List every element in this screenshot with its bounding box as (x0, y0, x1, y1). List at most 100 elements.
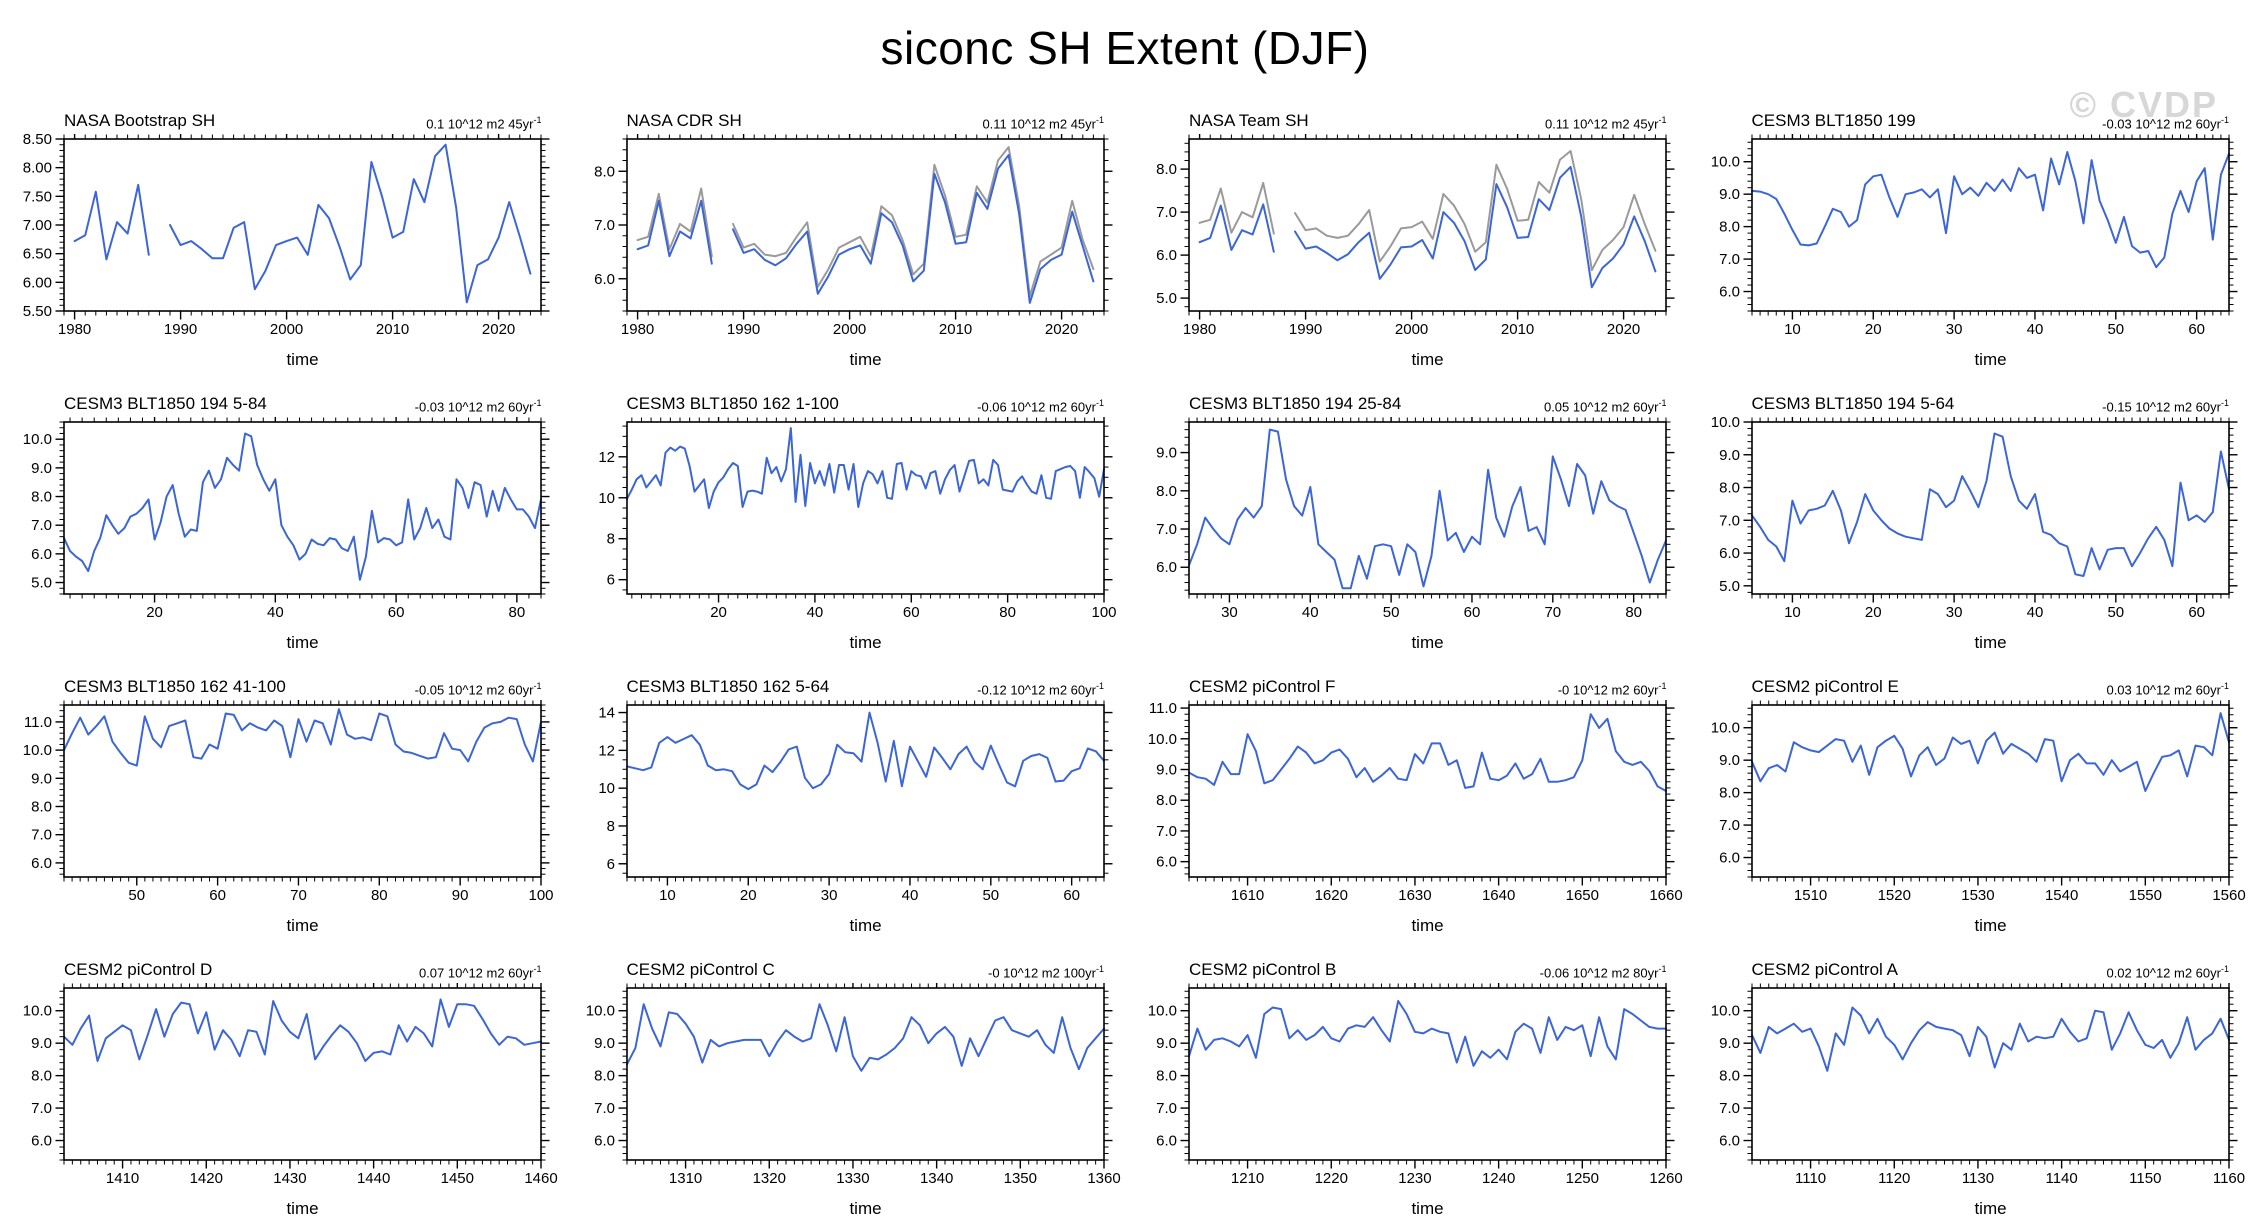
series-line-blue (1198, 165, 1657, 289)
trend-label: 0.1 10^12 m2 45yr-1 (426, 115, 541, 131)
trend-exponent: -1 (1658, 397, 1667, 408)
y-tick-label: 6 (606, 572, 614, 589)
chart-header: CESM3 BLT1850 199 -0.03 10^12 m2 60yr-1 (1688, 96, 2250, 134)
chart-panel: CESM3 BLT1850 162 41-100 -0.05 10^12 m2 6… (0, 662, 563, 945)
x-tick-label: 1630 (1398, 887, 1431, 904)
y-tick-label: 7.0 (31, 827, 52, 844)
y-tick-label: 14 (598, 705, 615, 722)
y-tick-label: 6.0 (1156, 854, 1177, 871)
chart-plot: 50 60 70 80 90 100 6.0 7.0 8.0 9.0 10.0 11.0 time (23, 700, 554, 935)
x-axis-label: time (1974, 916, 2006, 935)
chart-plot: 1980 1990 2000 2010 2020 5.50 6.00 6.50 7.00 7.50… (23, 134, 550, 369)
chart-header: CESM3 BLT1850 162 1-100 -0.06 10^12 m2 60… (563, 379, 1126, 417)
x-tick-label: 1440 (357, 1170, 390, 1187)
x-tick-label: 1990 (1289, 321, 1322, 338)
chart-title: CESM3 BLT1850 194 5-84 (64, 394, 267, 413)
y-tick-label: 5.0 (1719, 578, 1740, 595)
series-line-blue (625, 711, 1105, 791)
x-tick-label: 1410 (106, 1170, 139, 1187)
y-tick-label: 5.0 (31, 575, 52, 592)
series-line-blue (1750, 1006, 2230, 1072)
plot-frame (63, 704, 542, 878)
x-tick-label: 70 (290, 887, 307, 904)
chart-plot: 20 40 60 80 100 6 8 10 12 time (598, 417, 1116, 652)
chart-plot: 1210 1220 1230 1240 1250 1260 6.0 7.0 8.0 9.0 10.0… (1148, 983, 1683, 1218)
x-tick-label: 1610 (1231, 887, 1264, 904)
y-tick-label: 8.0 (1719, 480, 1740, 497)
x-tick-label: 1150 (2129, 1170, 2161, 1187)
chart-header: CESM3 BLT1850 162 5-64 -0.12 10^12 m2 60y… (563, 662, 1126, 700)
y-tick-label: 7.0 (594, 1100, 615, 1117)
trend-exponent: -1 (2220, 680, 2229, 691)
x-axis-label: time (286, 916, 318, 935)
trend-label: -0.05 10^12 m2 60yr-1 (415, 681, 542, 697)
chart-panel: CESM2 piControl B -0.06 10^12 m2 80yr-1 12… (1125, 945, 1688, 1228)
x-axis-label: time (849, 916, 881, 935)
chart-header: CESM3 BLT1850 162 41-100 -0.05 10^12 m2 6… (0, 662, 563, 700)
x-tick-label: 1460 (524, 1170, 557, 1187)
x-tick-label: 1130 (1961, 1170, 1993, 1187)
trend-exponent: -1 (533, 963, 542, 974)
x-tick-label: 50 (1383, 604, 1400, 621)
trend-label: -0 10^12 m2 60yr-1 (1558, 681, 1667, 697)
x-tick-label: 1310 (668, 1170, 701, 1187)
y-tick-label: 10.0 (1710, 154, 1739, 171)
trend-exponent: -1 (1095, 963, 1104, 974)
x-tick-label: 10 (1784, 604, 1801, 621)
chart-title: CESM3 BLT1850 162 5-64 (626, 677, 830, 696)
chart-title: CESM2 piControl B (1189, 960, 1337, 979)
x-tick-label: 1240 (1482, 1170, 1515, 1187)
y-tick-label: 8 (606, 531, 614, 548)
plot-frame (625, 421, 1105, 595)
trend-exponent: -1 (2220, 114, 2229, 125)
x-axis-label: time (1411, 916, 1443, 935)
y-tick-label: 10.0 (1710, 1003, 1739, 1020)
x-tick-label: 60 (1063, 887, 1080, 904)
chart-header: CESM2 piControl D 0.07 10^12 m2 60yr-1 (0, 945, 563, 983)
trend-label: -0.03 10^12 m2 60yr-1 (415, 398, 542, 414)
y-tick-label: 8.0 (1719, 219, 1740, 236)
x-tick-label: 1320 (752, 1170, 785, 1187)
trend-exponent: -1 (2220, 397, 2229, 408)
chart-panel: CESM3 BLT1850 194 5-84 -0.03 10^12 m2 60y… (0, 379, 563, 662)
trend-exponent: -1 (1658, 114, 1667, 125)
y-tick-label: 9.0 (1719, 186, 1740, 203)
chart-panel: CESM2 piControl E 0.03 10^12 m2 60yr-1 151… (1688, 662, 2250, 945)
trend-exponent: -1 (533, 680, 542, 691)
x-axis-label: time (1411, 350, 1443, 369)
y-tick-label: 8.50 (23, 134, 52, 148)
y-tick-label: 5.0 (1156, 290, 1177, 307)
x-tick-label: 30 (820, 887, 837, 904)
y-tick-label: 6.00 (23, 274, 52, 291)
chart-plot: 1110 1120 1130 1140 1150 1160 6.0 7.0 8.0 9.0 10.0… (1710, 983, 2245, 1218)
x-tick-label: 20 (710, 604, 727, 621)
x-axis-label: time (1411, 633, 1443, 652)
x-tick-label: 50 (2107, 604, 2124, 621)
x-tick-label: 2010 (1501, 321, 1534, 338)
x-axis-label: time (1974, 350, 2006, 369)
y-tick-label: 8.0 (594, 163, 615, 180)
chart-panel: CESM3 BLT1850 194 5-64 -0.15 10^12 m2 60y… (1688, 379, 2250, 662)
x-tick-label: 20 (739, 887, 756, 904)
page-title: siconc SH Extent (DJF) (880, 22, 1370, 74)
x-tick-label: 2000 (270, 321, 303, 338)
plot-frame (1188, 704, 1667, 878)
chart-header: CESM3 BLT1850 194 5-64 -0.15 10^12 m2 60y… (1688, 379, 2250, 417)
y-tick-label: 9.0 (31, 770, 52, 787)
x-axis-label: time (849, 1199, 881, 1218)
x-tick-label: 2010 (376, 321, 409, 338)
x-tick-label: 40 (901, 887, 918, 904)
chart-title: NASA Bootstrap SH (64, 111, 216, 130)
x-tick-label: 1520 (1877, 887, 1910, 904)
series-line-blue (63, 432, 542, 581)
x-tick-label: 30 (1945, 604, 1962, 621)
x-tick-label: 50 (128, 887, 145, 904)
chart-title: CESM3 BLT1850 199 (1751, 111, 1916, 130)
y-tick-label: 7.0 (1156, 1100, 1177, 1117)
y-tick-label: 8 (606, 818, 614, 835)
series-line-gray (636, 146, 1094, 297)
y-tick-label: 11.0 (24, 714, 52, 731)
series-line-blue (1750, 712, 2230, 792)
y-tick-label: 10.0 (585, 1003, 614, 1020)
x-axis-label: time (1974, 1199, 2006, 1218)
